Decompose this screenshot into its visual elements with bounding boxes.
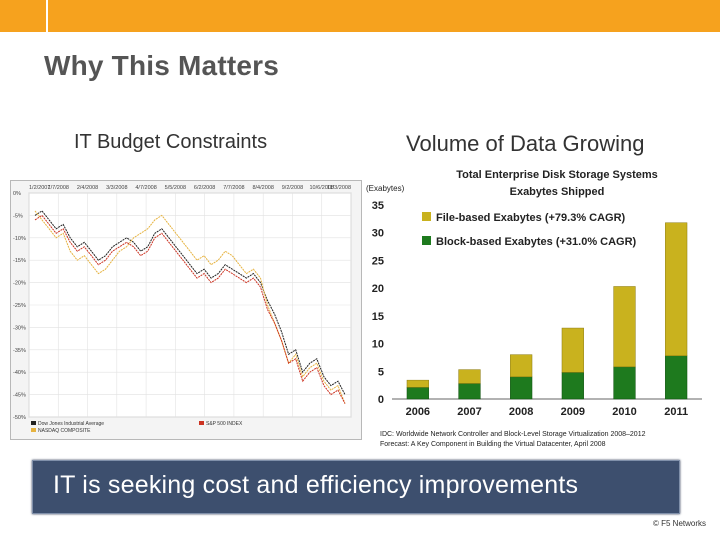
top-accent-bar bbox=[0, 0, 720, 32]
bar-block-based bbox=[510, 376, 533, 400]
chart-title: Total Enterprise Disk Storage Systems bbox=[456, 169, 658, 181]
chart-legend-swatch bbox=[422, 212, 431, 221]
bar-file-based bbox=[561, 327, 584, 373]
chart-legend-label: Block-based Exabytes (+31.0% CAGR) bbox=[436, 236, 637, 248]
stock-legend-swatch bbox=[199, 421, 204, 425]
right-subtitle: Volume of Data Growing bbox=[406, 131, 645, 156]
chart-y-tick-label: 5 bbox=[378, 366, 384, 378]
chart-legend-label: File-based Exabytes (+79.3% CAGR) bbox=[436, 212, 626, 224]
accent-divider bbox=[46, 0, 48, 32]
chart-y-tick-label: 30 bbox=[372, 228, 384, 240]
stock-date-label: 11/3/2008 bbox=[327, 185, 351, 191]
key-message-banner: IT is seeking cost and efficiency improv… bbox=[32, 460, 680, 514]
stock-y-tick-label: -25% bbox=[13, 303, 26, 309]
stock-date-label: 7/7/2008 bbox=[223, 185, 244, 191]
stock-y-tick-label: -5% bbox=[13, 213, 23, 219]
bar-block-based bbox=[665, 355, 688, 400]
stock-date-label: 4/7/2008 bbox=[135, 185, 156, 191]
chart-x-tick-label: 2008 bbox=[509, 406, 533, 418]
stock-y-tick-label: -10% bbox=[13, 236, 26, 242]
chart-y-tick-label: 20 bbox=[372, 283, 384, 295]
stock-date-label: 10/6/2008 bbox=[309, 185, 333, 191]
chart-y-tick-label: 35 bbox=[372, 200, 384, 212]
chart-subtitle: Exabytes Shipped bbox=[510, 186, 605, 198]
chart-x-tick-label: 2009 bbox=[561, 406, 585, 418]
slide-title: Why This Matters bbox=[44, 50, 280, 81]
stock-date-label: 3/3/2008 bbox=[106, 185, 127, 191]
stock-date-label: 6/2/2008 bbox=[194, 185, 215, 191]
bar-file-based bbox=[406, 379, 429, 388]
stock-legend-swatch bbox=[31, 428, 36, 432]
stock-date-label: 1/7/2008 bbox=[48, 185, 69, 191]
stock-performance-chart: 1/2/2007 1/7/2008 2/4/2008 3/3/2008 4/7/2008… bbox=[10, 180, 362, 440]
bar-block-based bbox=[458, 383, 481, 400]
chart-x-tick-label: 2010 bbox=[612, 406, 636, 418]
bar-block-based bbox=[561, 372, 584, 400]
source-line-2: Forecast: A Key Component in Building th… bbox=[380, 441, 606, 448]
stock-date-label: 2/4/2008 bbox=[77, 185, 98, 191]
chart-y-tick-label: 15 bbox=[372, 311, 384, 323]
stock-y-tick-label: -20% bbox=[13, 281, 26, 287]
bar-block-based bbox=[613, 366, 636, 400]
stock-date-label: 1/2/2007 bbox=[29, 185, 50, 191]
copyright-notice: © F5 Networks bbox=[652, 519, 706, 528]
stock-y-tick-label: -45% bbox=[13, 393, 26, 399]
stock-date-label: 8/4/2008 bbox=[252, 185, 273, 191]
left-subtitle: IT Budget Constraints bbox=[74, 131, 268, 153]
stock-y-tick-label: 0% bbox=[13, 191, 21, 197]
stock-series-line bbox=[34, 214, 346, 404]
bar-block-based bbox=[406, 387, 429, 400]
chart-y-axis-label: (Exabytes) bbox=[366, 184, 405, 193]
stock-date-label: 9/2/2008 bbox=[282, 185, 303, 191]
bar-file-based bbox=[510, 354, 533, 378]
source-line-1: IDC: Worldwide Network Controller and Bl… bbox=[380, 431, 646, 438]
stock-date-label: 5/5/2008 bbox=[165, 185, 186, 191]
storage-bar-chart: Total Enterprise Disk Storage Systems Exa… bbox=[362, 163, 710, 455]
stock-y-tick-label: -40% bbox=[13, 370, 26, 376]
chart-x-tick-label: 2006 bbox=[406, 406, 430, 418]
chart-y-tick-label: 10 bbox=[372, 339, 384, 351]
bar-file-based bbox=[613, 286, 636, 368]
stock-series-line bbox=[34, 210, 346, 395]
stock-y-tick-label: -30% bbox=[13, 325, 26, 331]
stock-legend-swatch bbox=[31, 421, 36, 425]
stock-series-line bbox=[34, 210, 346, 404]
stock-legend-label: NASDAQ COMPOSITE bbox=[38, 428, 91, 434]
bar-file-based bbox=[665, 222, 688, 357]
chart-x-tick-label: 2007 bbox=[457, 406, 481, 418]
storage-chart-svg: Total Enterprise Disk Storage Systems Exa… bbox=[366, 169, 702, 418]
banner-text: IT is seeking cost and efficiency improv… bbox=[53, 471, 579, 499]
chart-source-note: IDC: Worldwide Network Controller and Bl… bbox=[380, 430, 700, 450]
chart-legend-swatch bbox=[422, 236, 431, 245]
chart-y-tick-label: 0 bbox=[378, 394, 384, 406]
bar-file-based bbox=[458, 369, 481, 384]
stock-legend-label: Dow Jones Industrial Average bbox=[38, 421, 104, 427]
stock-y-tick-label: -35% bbox=[13, 348, 26, 354]
stock-y-tick-label: -15% bbox=[13, 258, 26, 264]
stock-legend-label: S&P 500 INDEX bbox=[206, 421, 243, 427]
chart-y-tick-label: 25 bbox=[372, 255, 384, 267]
stock-y-tick-label: -50% bbox=[13, 415, 26, 421]
chart-x-tick-label: 2011 bbox=[664, 406, 688, 418]
